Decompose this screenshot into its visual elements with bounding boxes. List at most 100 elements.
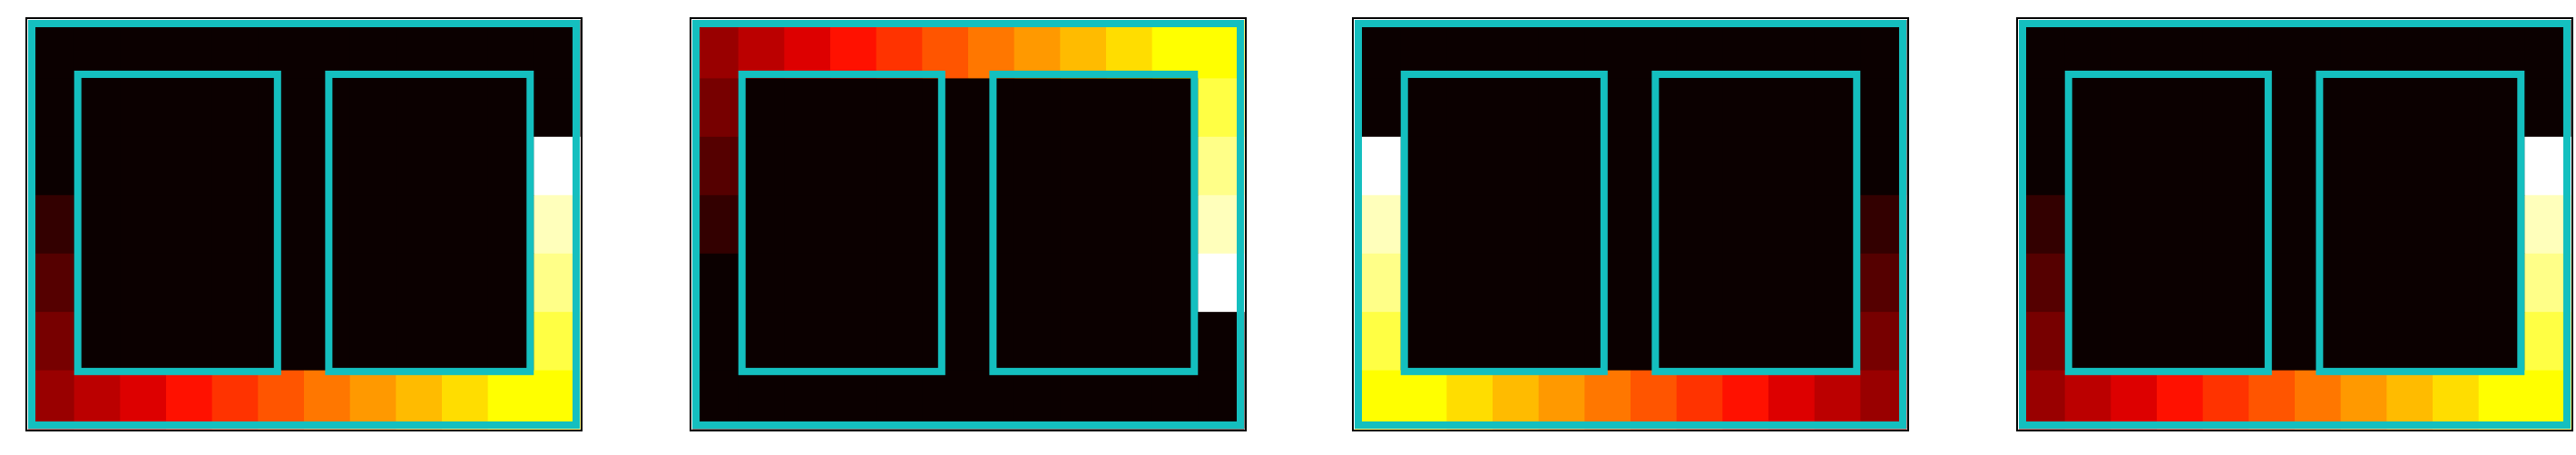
cell [2478, 20, 2525, 79]
cell [784, 78, 831, 138]
cell [73, 253, 121, 313]
cell [1060, 20, 1107, 79]
cell [534, 136, 581, 196]
cell [2248, 195, 2296, 255]
panel-border [1352, 17, 1909, 431]
cell [258, 78, 305, 138]
cell [120, 370, 167, 430]
cell [1400, 370, 1447, 430]
cell [120, 195, 167, 255]
cell [2295, 370, 2342, 430]
cell [968, 370, 1015, 430]
cell [1768, 195, 1816, 255]
cell [2202, 78, 2249, 138]
cell [1014, 136, 1061, 196]
cell [2202, 136, 2249, 196]
cell [1014, 20, 1061, 79]
cell [442, 136, 489, 196]
cell [1198, 312, 1245, 372]
cell [258, 136, 305, 196]
cell [1493, 136, 1540, 196]
cell [2433, 253, 2480, 313]
cell [922, 312, 969, 372]
cell [1814, 20, 1861, 79]
cell [442, 370, 489, 430]
cell [1198, 253, 1245, 313]
cell [1446, 136, 1494, 196]
cell [2340, 136, 2387, 196]
cell [2157, 78, 2204, 138]
cell [28, 195, 75, 255]
cell [2295, 20, 2342, 79]
cell [73, 20, 121, 79]
cell [1768, 78, 1816, 138]
cell [1860, 195, 1907, 255]
cell [922, 195, 969, 255]
cell [1676, 136, 1723, 196]
cell [534, 195, 581, 255]
cell [2524, 78, 2571, 138]
cell [2340, 253, 2387, 313]
cell [166, 370, 213, 430]
cell [1106, 253, 1153, 313]
cell [1106, 195, 1153, 255]
cell [922, 78, 969, 138]
cell [2064, 78, 2111, 138]
cell [166, 253, 213, 313]
cell [28, 370, 75, 430]
cell [2064, 370, 2111, 430]
cell [442, 20, 489, 79]
cell [2064, 136, 2111, 196]
cell [1493, 20, 1540, 79]
cell [968, 20, 1015, 79]
cell [2111, 312, 2158, 372]
cell [2064, 253, 2111, 313]
cell [258, 370, 305, 430]
cell [2386, 78, 2434, 138]
cell [1400, 20, 1447, 79]
cell [2248, 136, 2296, 196]
cell [2386, 312, 2434, 372]
cell [73, 136, 121, 196]
cell [28, 312, 75, 372]
cell [2386, 370, 2434, 430]
cell [2433, 312, 2480, 372]
cell [2524, 195, 2571, 255]
cell [1538, 195, 1585, 255]
cell [211, 253, 259, 313]
cell [1060, 312, 1107, 372]
cell [1860, 136, 1907, 196]
cell [1860, 78, 1907, 138]
cell [211, 195, 259, 255]
highlight-box [2316, 70, 2525, 375]
cell [2157, 136, 2204, 196]
cell [2111, 370, 2158, 430]
cell [258, 20, 305, 79]
cell [1584, 312, 1631, 372]
cell [73, 78, 121, 138]
cell [2340, 370, 2387, 430]
cell [2019, 195, 2066, 255]
cell [1493, 195, 1540, 255]
cell [692, 136, 739, 196]
cell [2202, 370, 2249, 430]
heatmap-panel [690, 17, 1247, 431]
cell [1060, 253, 1107, 313]
highlight-box [73, 70, 281, 375]
heatmap-panel [2016, 17, 2573, 431]
cell [1584, 253, 1631, 313]
cell [2248, 20, 2296, 79]
cell [1538, 253, 1585, 313]
cell [2524, 136, 2571, 196]
cell [692, 312, 739, 372]
cell [1722, 20, 1769, 79]
cell [166, 20, 213, 79]
cell [166, 78, 213, 138]
cell [1676, 195, 1723, 255]
cell [211, 78, 259, 138]
cell [2340, 78, 2387, 138]
cell [1768, 370, 1816, 430]
cell [1631, 370, 1678, 430]
cell [1446, 78, 1494, 138]
